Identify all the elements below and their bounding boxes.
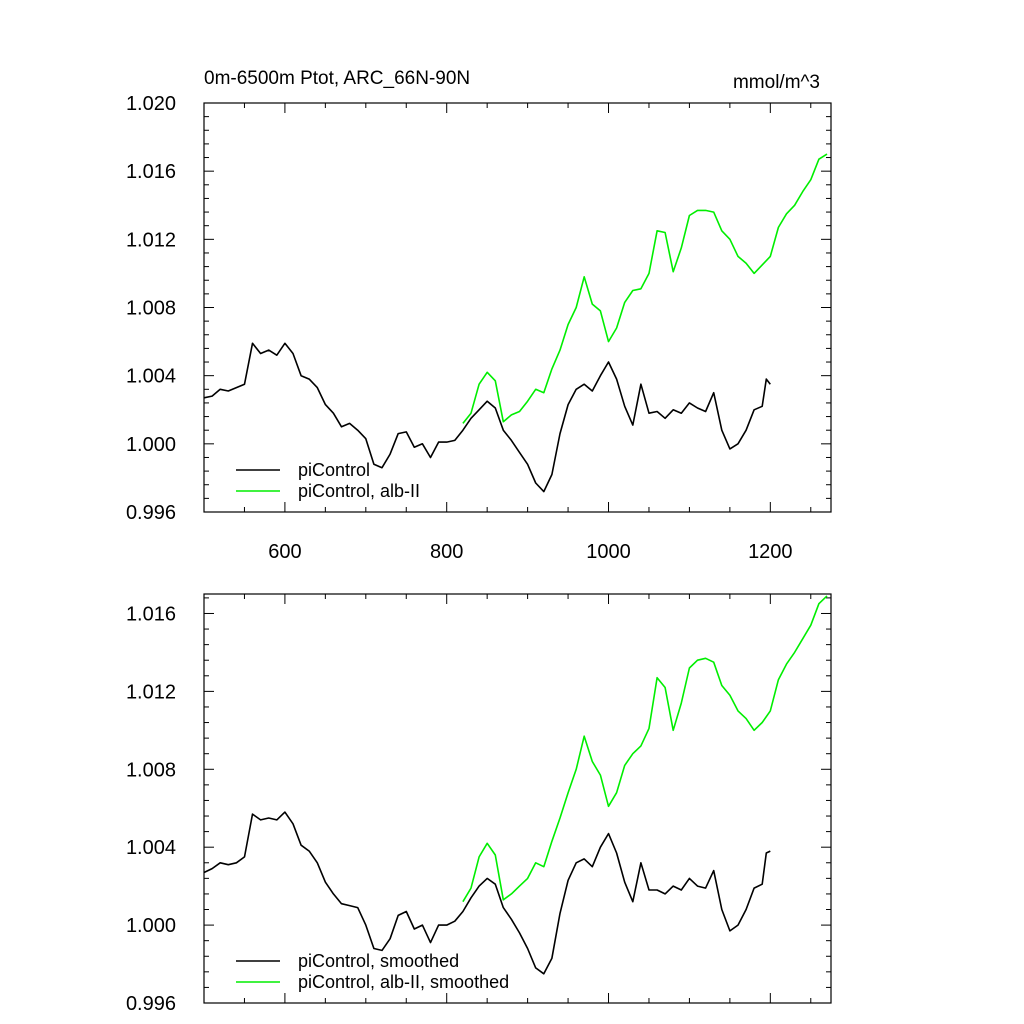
series-line-1 — [462, 153, 828, 424]
plot-frame — [203, 593, 832, 1004]
y-tick-label: 1.016 — [126, 603, 176, 625]
y-tick-label: 1.020 — [126, 93, 176, 115]
y-tick-label: 1.004 — [126, 366, 176, 388]
units-label: mmol/m^3 — [733, 72, 820, 93]
top-panel: 0m-6500m Ptot, ARC_66N-90N mmol/m^3 600 8… — [126, 68, 832, 563]
tick-group: 600 800 1000 1200 0.996 1.000 1.004 1.008 1.012 1… — [126, 93, 831, 563]
y-tick-label: 1.008 — [126, 298, 176, 320]
y-tick-label: 1.012 — [126, 229, 176, 251]
series-line-1 — [462, 595, 828, 903]
y-tick-label: 1.000 — [126, 915, 176, 937]
y-tick-label: 1.004 — [126, 837, 176, 859]
chart-title: 0m-6500m Ptot, ARC_66N-90N — [204, 68, 470, 89]
legend-label-alb-II: piControl, alb-II — [298, 481, 420, 501]
series-line-0 — [203, 811, 771, 975]
legend-label-alb-II-smoothed: piControl, alb-II, smoothed — [298, 972, 509, 992]
x-tick-label: 800 — [430, 541, 463, 563]
x-tick-label: 1000 — [586, 541, 631, 563]
series-group — [203, 153, 828, 493]
tick-group: 0.996 1.000 1.004 1.008 1.012 1.016 — [126, 594, 831, 1015]
series-line-0 — [203, 342, 771, 493]
legend: piControl piControl, alb-II — [236, 460, 420, 501]
y-tick-label: 1.016 — [126, 161, 176, 183]
y-tick-label: 1.000 — [126, 434, 176, 456]
series-group — [203, 595, 828, 975]
x-tick-label: 1200 — [748, 541, 793, 563]
legend: piControl, smoothed piControl, alb-II, s… — [236, 951, 509, 992]
legend-label-piControl: piControl — [298, 460, 370, 480]
legend-label-piControl-smoothed: piControl, smoothed — [298, 951, 459, 971]
x-tick-label: 600 — [268, 541, 301, 563]
bottom-panel: 0.996 1.000 1.004 1.008 1.012 1.016 piControl… — [126, 593, 832, 1015]
y-tick-label: 1.012 — [126, 681, 176, 703]
y-tick-label: 0.996 — [126, 993, 176, 1015]
y-tick-label: 1.008 — [126, 759, 176, 781]
y-tick-label: 0.996 — [126, 502, 176, 524]
